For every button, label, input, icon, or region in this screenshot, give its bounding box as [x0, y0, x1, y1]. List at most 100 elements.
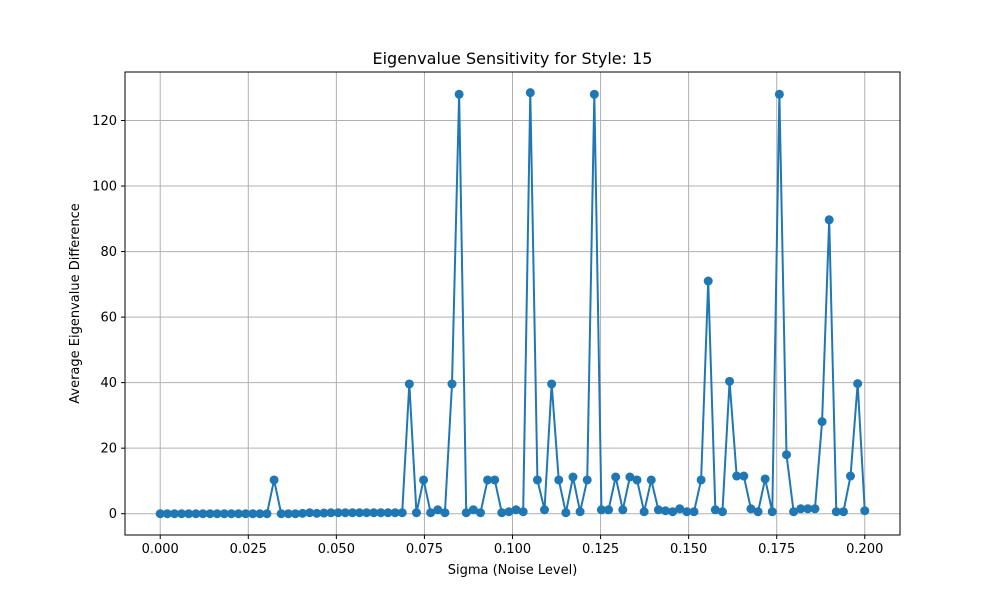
data-point: [326, 508, 336, 518]
data-point: [824, 215, 834, 225]
data-point: [447, 379, 457, 389]
data-point: [234, 509, 243, 519]
data-point: [817, 417, 827, 427]
data-point: [774, 89, 784, 99]
data-point: [746, 504, 756, 514]
data-point: [753, 507, 763, 517]
y-tick-label: 100: [92, 180, 117, 195]
data-point: [561, 508, 571, 518]
data-point: [468, 505, 478, 515]
data-point: [319, 508, 329, 518]
data-point: [682, 507, 692, 517]
data-point: [497, 508, 507, 518]
data-point: [710, 505, 720, 515]
data-point: [390, 508, 400, 518]
data-point: [312, 508, 322, 518]
data-point: [589, 89, 599, 99]
data-point: [440, 508, 450, 518]
data-point: [347, 508, 357, 518]
x-axis: 0.000 0.025 0.050 0.075 0.100 0.125 0.150 0.175…: [142, 535, 883, 557]
data-point: [276, 509, 286, 519]
data-point: [660, 506, 670, 516]
data-point: [846, 471, 856, 481]
data-point: [625, 472, 635, 482]
x-axis-label: Sigma (Noise Level): [448, 563, 578, 578]
x-tick-label: 0.175: [758, 542, 795, 557]
data-point: [355, 508, 365, 518]
x-tick-label: 0.125: [582, 542, 619, 557]
data-point: [532, 475, 542, 485]
data-point: [298, 508, 308, 518]
data-point: [767, 507, 777, 517]
data-point: [383, 508, 393, 518]
data-point: [454, 89, 464, 99]
data-point: [575, 507, 585, 517]
data-point: [803, 504, 813, 514]
data-point: [646, 475, 656, 485]
y-tick-label: 60: [100, 311, 117, 326]
data-point: [369, 508, 379, 518]
x-tick-label: 0.000: [142, 542, 179, 557]
x-tick-label: 0.050: [318, 542, 355, 557]
data-point: [618, 505, 628, 515]
data-point: [703, 276, 713, 286]
data-point: [732, 471, 742, 481]
data-point: [582, 475, 592, 485]
data-point: [717, 507, 727, 517]
data-point: [411, 508, 421, 518]
data-point: [490, 475, 500, 485]
data-point: [169, 509, 179, 519]
data-point: [205, 509, 215, 519]
y-tick-label: 80: [100, 245, 117, 260]
data-point: [540, 505, 550, 515]
data-point: [504, 507, 514, 517]
data-point: [611, 472, 621, 482]
data-point: [283, 509, 293, 519]
data-point: [760, 474, 770, 484]
data-point: [333, 508, 343, 518]
data-point: [632, 475, 642, 485]
data-point: [248, 509, 258, 519]
data-point: [860, 506, 870, 516]
data-point: [155, 509, 165, 519]
data-point: [262, 509, 272, 519]
data-point: [219, 509, 229, 519]
data-point: [241, 509, 251, 519]
y-tick-label: 40: [100, 376, 117, 391]
data-point: [433, 505, 443, 515]
data-point: [404, 379, 414, 389]
data-point: [525, 88, 535, 98]
data-point: [340, 508, 350, 518]
chart-title: Eigenvalue Sensitivity for Style: 15: [373, 49, 653, 68]
x-tick-label: 0.075: [406, 542, 443, 557]
data-point: [177, 509, 187, 519]
data-point: [639, 507, 649, 517]
data-point: [191, 509, 201, 519]
data-point: [796, 504, 806, 514]
data-point: [782, 450, 791, 460]
data-point: [226, 509, 236, 519]
data-point: [419, 475, 429, 485]
data-point: [305, 508, 315, 518]
data-point: [696, 475, 706, 485]
data-point: [675, 504, 685, 514]
data-point: [668, 507, 678, 517]
series-layer: [155, 88, 870, 519]
data-point: [483, 475, 493, 485]
data-point: [426, 508, 436, 518]
data-point: [376, 508, 386, 518]
data-point: [212, 509, 222, 519]
data-point: [853, 379, 863, 389]
y-tick-label: 0: [109, 507, 117, 522]
y-axis: 0 20 40 60 80 100 120: [92, 114, 125, 522]
data-point: [604, 505, 614, 515]
data-point: [198, 509, 208, 519]
data-point: [290, 509, 300, 519]
y-tick-label: 120: [92, 114, 117, 129]
data-point: [653, 505, 663, 515]
data-point: [596, 505, 606, 515]
data-point: [255, 509, 265, 519]
data-point: [554, 475, 564, 485]
data-point: [810, 504, 820, 514]
